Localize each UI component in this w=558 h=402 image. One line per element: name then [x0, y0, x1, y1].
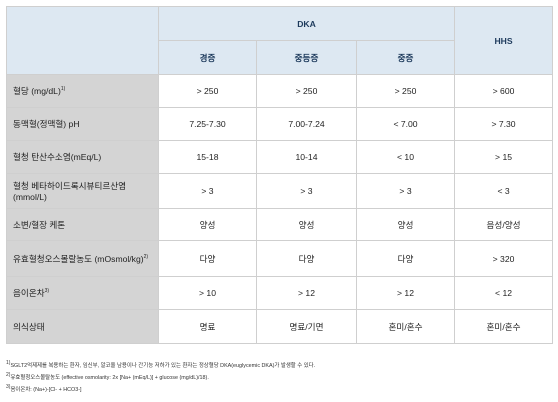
- table-cell: > 250: [158, 74, 257, 108]
- header-row-2: 경증 중등증 중증: [7, 40, 553, 75]
- table-cell: 혼미/혼수: [454, 309, 554, 344]
- table-row: 소변/혈장 케톤 양성 양성 양성 음성/양성: [6, 208, 554, 241]
- table-cell: 다양: [355, 240, 456, 277]
- table-cell: 혼미/혼수: [355, 309, 456, 344]
- table-row: 혈당 (mg/dL)1) > 250 > 250 > 250 > 600: [6, 74, 554, 108]
- footnote-3: 3)음이온차: (Na+)-[Cl- + HCO3-]: [6, 384, 82, 393]
- row-label-ketones: 소변/혈장 케톤: [6, 208, 159, 241]
- row-label-osmolality: 유효혈청오스몰랄농도 (mOsmol/kg)2): [6, 240, 159, 277]
- footnote-2: 2)유효혈청오스몰랄농도 (effective osmolarity: 2x […: [6, 372, 209, 381]
- row-label-bicarbonate: 혈청 탄산수소염(mEq/L): [6, 140, 159, 174]
- table-cell: 7.00-7.24: [256, 107, 357, 141]
- table-cell: > 250: [256, 74, 357, 108]
- table-cell: 10-14: [256, 140, 357, 174]
- table-cell: 양성: [158, 208, 257, 241]
- footnote-1: 1)SGLT2억제제를 복용하는 환자, 임신부, 알코올 남용이나 간기능 저…: [6, 360, 316, 369]
- table-row: 혈청 탄산수소염(mEq/L) 15-18 10-14 < 10 > 15: [6, 140, 554, 174]
- row-label-betahydroxybutyrate: 혈청 베타하이드록시뷰티르산염 (mmol/L): [6, 173, 159, 209]
- table-cell: > 7.30: [454, 107, 554, 141]
- table-cell: 다양: [256, 240, 357, 277]
- table-cell: > 12: [256, 276, 357, 310]
- table-cell: > 600: [454, 74, 554, 108]
- header-moderate: 중등증: [256, 40, 357, 75]
- table-cell: > 15: [454, 140, 554, 174]
- table-cell: > 320: [454, 240, 554, 277]
- table-cell: > 250: [355, 74, 456, 108]
- table-cell: > 10: [158, 276, 257, 310]
- table-cell: > 12: [355, 276, 456, 310]
- table-cell: 명료/기면: [256, 309, 357, 344]
- header-dka: DKA: [157, 6, 456, 41]
- header-hhs: HHS: [454, 6, 554, 75]
- row-label-anion-gap: 음이온차3): [6, 276, 159, 310]
- footnotes: 1)SGLT2억제제를 복용하는 환자, 임신부, 알코올 남용이나 간기능 저…: [6, 360, 552, 396]
- table-cell: < 3: [454, 173, 554, 209]
- row-label-mental-status: 의식상태: [6, 309, 159, 344]
- table-cell: 명료: [158, 309, 257, 344]
- table-cell: 양성: [256, 208, 357, 241]
- table-cell: < 7.00: [355, 107, 456, 141]
- table-cell: > 3: [256, 173, 357, 209]
- table-cell: 7.25-7.30: [158, 107, 257, 141]
- table-cell: > 3: [355, 173, 456, 209]
- table-cell: 15-18: [158, 140, 257, 174]
- row-label-ph: 동맥혈(정맥혈) pH: [6, 107, 159, 141]
- table-row: 유효혈청오스몰랄농도 (mOsmol/kg)2) 다양 다양 다양 > 320: [6, 240, 554, 277]
- header-mild: 경증: [158, 40, 257, 75]
- dka-hhs-criteria-table: DKA HHS 경증 중등증 중증 혈당 (mg/dL)1) > 250 > 2…: [6, 6, 554, 344]
- table-row: 의식상태 명료 명료/기면 혼미/혼수 혼미/혼수: [6, 309, 554, 344]
- table-cell: 음성/양성: [454, 208, 554, 241]
- dka-hhs-table-container: DKA HHS 경증 중등증 중증 혈당 (mg/dL)1) > 250 > 2…: [6, 6, 554, 344]
- table-cell: < 12: [454, 276, 554, 310]
- header-corner-cell: [6, 6, 159, 75]
- header-row-1: DKA HHS: [6, 6, 554, 75]
- row-label-glucose: 혈당 (mg/dL)1): [6, 74, 159, 108]
- table-cell: 다양: [158, 240, 257, 277]
- table-cell: < 10: [355, 140, 456, 174]
- table-row: 혈청 베타하이드록시뷰티르산염 (mmol/L) > 3 > 3 > 3 < 3: [6, 173, 554, 209]
- header-severe: 중증: [355, 40, 456, 75]
- table-row: 음이온차3) > 10 > 12 > 12 < 12: [6, 276, 554, 310]
- table-row: 동맥혈(정맥혈) pH 7.25-7.30 7.00-7.24 < 7.00 >…: [6, 107, 554, 141]
- table-cell: > 3: [158, 173, 257, 209]
- table-cell: 양성: [355, 208, 456, 241]
